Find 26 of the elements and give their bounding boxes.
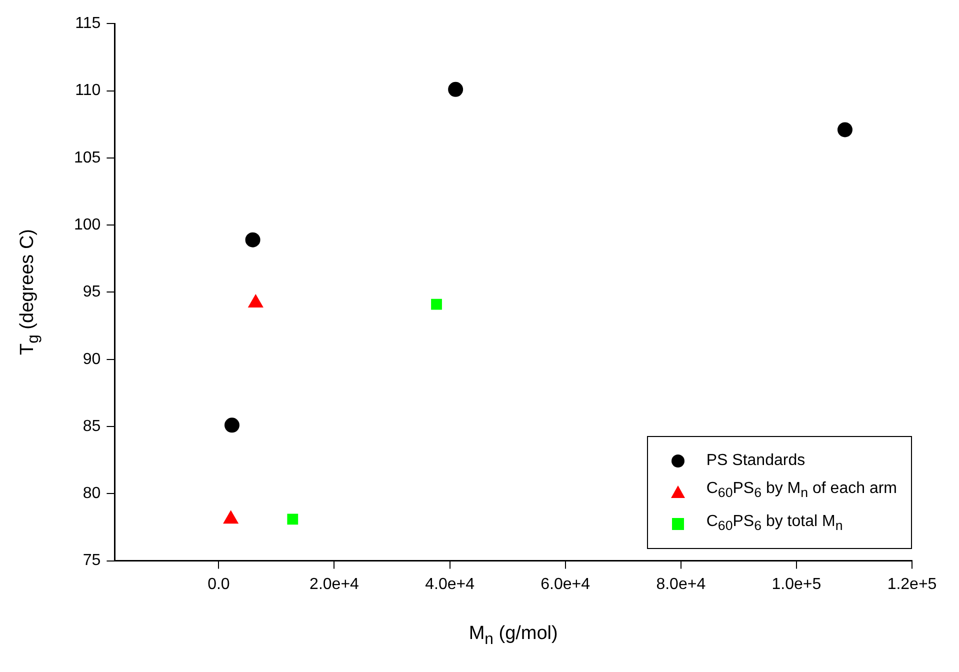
legend-label: PS Standards: [706, 451, 806, 472]
point: [448, 82, 464, 97]
x-axis-title: M$_{n}$ (g/mol): [468, 622, 558, 649]
y-tick-label: 80: [82, 485, 101, 502]
y-tick-label: 75: [82, 552, 101, 570]
x-tick-label: 6.0e+4: [540, 576, 590, 593]
point: [224, 418, 240, 433]
x-tick-label: 1.0e+5: [772, 576, 822, 593]
x-tick-label: 4.0e+4: [425, 576, 475, 593]
x-tick-label: 8.0e+4: [656, 576, 706, 593]
y-tick-label: 110: [75, 82, 101, 100]
point: [287, 514, 298, 525]
legend-label: C$_{60}$PS$_{6}$ by total M$_{n}$: [706, 512, 843, 535]
y-tick-label: 105: [74, 149, 101, 166]
point: [431, 298, 442, 310]
x-tick-label: 1.2e+5: [887, 576, 937, 593]
y-tick-label: 85: [82, 418, 101, 435]
legend-label: C$_{60}$PS$_{6}$ by M$_{n}$ of each arm: [706, 479, 897, 503]
y-tick-label: 90: [82, 350, 101, 368]
point: [245, 232, 260, 248]
y-tick-label: 115: [75, 15, 101, 32]
y-tick-label: 100: [74, 216, 101, 234]
x-tick-label: 2.0e+4: [310, 576, 360, 593]
y-tick-label: 95: [82, 284, 101, 301]
point: [837, 122, 852, 138]
x-tick-label: 0.0: [208, 576, 230, 593]
